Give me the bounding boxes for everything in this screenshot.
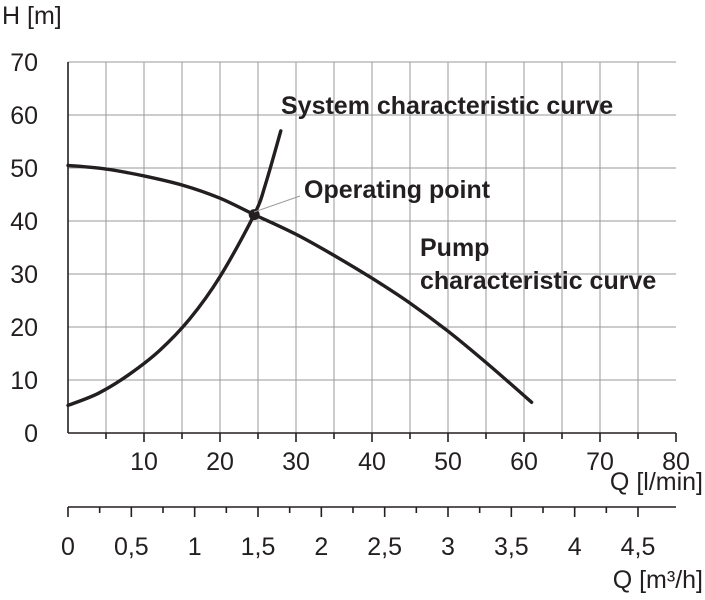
- x2-tick-label: 4,5: [621, 533, 656, 561]
- system-characteristic-curve: [66, 129, 283, 408]
- x-tick-label: 20: [206, 448, 234, 476]
- y-tick-label: 50: [10, 155, 38, 183]
- tick-labels: 0 10 20 30 40 50 60 70 10 20 30 40 50 60 70 80 0 0,5 1 1,5 2…: [10, 49, 690, 561]
- y-tick-label: 40: [10, 208, 38, 236]
- y-tick-label: 0: [24, 420, 38, 448]
- axes: [67, 62, 677, 517]
- x2-tick-label: 0: [61, 533, 75, 561]
- operating-point-annotation: Operating point: [304, 176, 491, 204]
- system-curve-annotation: System characteristic curve: [281, 92, 613, 120]
- pump-curve-annotation-line1: Pump: [420, 234, 489, 262]
- x2-tick-label: 1,5: [241, 533, 276, 561]
- operating-point-leader: [253, 195, 301, 213]
- x2-tick-label: 2,5: [367, 533, 402, 561]
- x2-tick-label: 2: [314, 533, 328, 561]
- operating-point-marker: [248, 209, 260, 221]
- x-tick-label: 70: [586, 448, 614, 476]
- x2-tick-label: 1: [188, 533, 202, 561]
- curves: [66, 129, 534, 408]
- x-tick-label: 10: [130, 448, 158, 476]
- x-tick-label: 60: [510, 448, 538, 476]
- x2-tick-label: 0,5: [114, 533, 149, 561]
- y-axis-label: H [m]: [2, 2, 62, 30]
- x2-tick-label: 3,5: [494, 533, 529, 561]
- x2-tick-label: 3: [441, 533, 455, 561]
- x-tick-label: 50: [434, 448, 462, 476]
- pump-characteristic-curve: [66, 163, 534, 404]
- y-tick-label: 30: [10, 261, 38, 289]
- x-axis-label: Q [l/min]: [610, 468, 703, 496]
- x2-axis-label: Q [m³/h]: [613, 566, 703, 594]
- x-tick-label: 30: [282, 448, 310, 476]
- y-tick-label: 20: [10, 314, 38, 342]
- pump-curve-annotation-line2: characteristic curve: [420, 267, 656, 295]
- grid: [68, 61, 676, 433]
- x-tick-label: 80: [662, 448, 690, 476]
- x-tick-label: 40: [358, 448, 386, 476]
- y-tick-label: 60: [10, 102, 38, 130]
- x2-tick-label: 4: [568, 533, 582, 561]
- y-tick-label: 70: [10, 49, 38, 77]
- y-tick-label: 10: [10, 367, 38, 395]
